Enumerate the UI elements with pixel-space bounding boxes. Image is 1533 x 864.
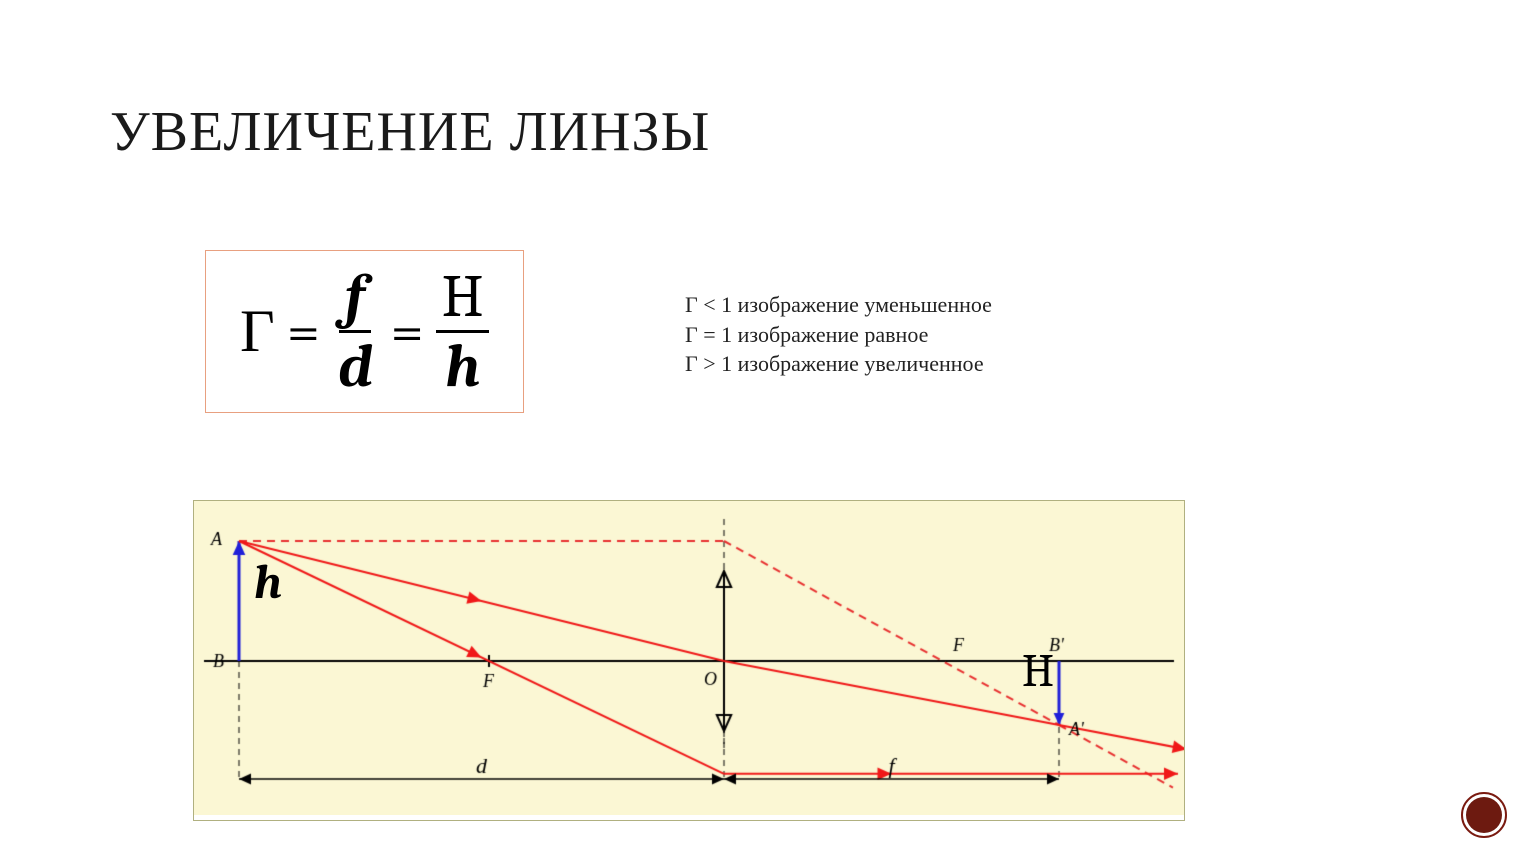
- formula-frac-Hh: H h: [436, 265, 490, 398]
- condition-equal: Г = 1 изображение равное: [685, 320, 992, 350]
- image-height-label: H: [1022, 645, 1054, 698]
- conditions-block: Г < 1 изображение уменьшенное Г = 1 изоб…: [685, 290, 992, 379]
- formula-d: d: [332, 333, 379, 398]
- magnification-formula: Г = f d = H h: [205, 250, 524, 413]
- formula-equals-2: =: [390, 297, 423, 366]
- formula-gamma: Г: [240, 297, 275, 366]
- formula-h: h: [439, 333, 486, 398]
- condition-greater: Г > 1 изображение увеличенное: [685, 349, 992, 379]
- formula-f: f: [339, 265, 371, 333]
- slide-badge-icon: [1461, 792, 1507, 838]
- formula-frac-fd: f d: [332, 265, 379, 398]
- page-title: УВЕЛИЧЕНИЕ ЛИНЗЫ: [110, 100, 710, 164]
- condition-less: Г < 1 изображение уменьшенное: [685, 290, 992, 320]
- object-height-label: h: [254, 555, 282, 610]
- formula-H: H: [436, 265, 490, 333]
- formula-equals-1: =: [287, 297, 320, 366]
